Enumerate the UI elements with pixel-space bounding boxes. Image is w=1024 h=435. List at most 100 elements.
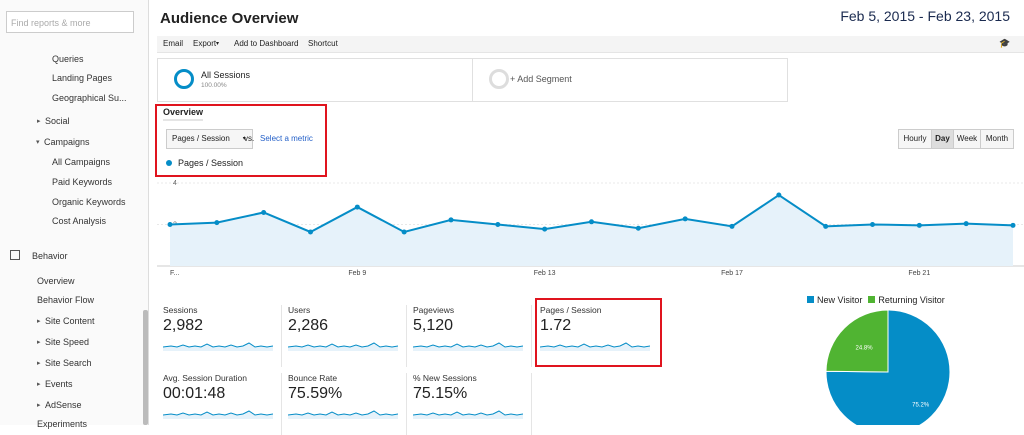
metric-name: % New Sessions — [413, 373, 477, 383]
overview-tab[interactable]: Overview — [163, 107, 204, 121]
point — [1010, 222, 1016, 228]
granularity-button[interactable]: Month — [980, 129, 1014, 149]
metric-name: Pageviews — [413, 305, 455, 315]
legend-label: New Visitor — [817, 295, 863, 305]
nav-item[interactable]: Events — [45, 379, 73, 389]
metric-tile[interactable]: Pageviews 5,120 — [413, 305, 532, 367]
sparkline — [413, 337, 523, 351]
metric-tile[interactable]: Bounce Rate 75.59% — [288, 373, 407, 435]
add-segment-label: + Add Segment — [510, 74, 572, 84]
toolbar-button[interactable]: Add to Dashboard — [234, 39, 299, 48]
point — [589, 219, 594, 225]
segment-name: All Sessions — [201, 70, 251, 80]
x-tick-label: Feb 21 — [908, 270, 930, 277]
metric-tile[interactable]: Avg. Session Duration 00:01:48 — [163, 373, 282, 435]
point — [261, 209, 267, 215]
dropdown-label: Pages / Session — [172, 134, 230, 143]
pie-slice — [825, 309, 889, 373]
point — [401, 229, 407, 235]
x-tick-label: Feb 13 — [534, 270, 556, 277]
point — [682, 216, 688, 222]
toolbar-button[interactable]: Export — [193, 39, 217, 48]
segment-percent: 100.00% — [201, 82, 227, 89]
help-icon[interactable]: 🎓 — [999, 38, 1011, 48]
point — [448, 217, 454, 223]
metric-value: 5,120 — [413, 317, 454, 334]
toolbar-button[interactable]: Email — [163, 39, 184, 48]
metric-name: Users — [288, 305, 311, 315]
legend-label: Returning Visitor — [878, 295, 945, 305]
metric-tile[interactable]: Sessions 2,982 — [163, 305, 282, 367]
metric-tile[interactable]: Pages / Session 1.72 — [540, 305, 658, 367]
sparkline — [288, 337, 398, 351]
segment-ring — [489, 69, 509, 89]
metric-dropdown[interactable]: Pages / Session ▾ — [166, 129, 253, 149]
point — [916, 222, 922, 228]
nav-item[interactable]: Social — [45, 116, 70, 126]
granularity-button[interactable]: Week — [953, 129, 981, 149]
legend-swatch — [807, 296, 814, 303]
nav-item[interactable]: Site Search — [45, 358, 92, 368]
toolbar: Email Export ▾ Add to Dashboard Shortcut… — [157, 36, 1024, 53]
metric-value: 2,286 — [288, 317, 329, 334]
nav-item[interactable]: Campaigns — [44, 137, 90, 147]
slice-label: 75.2% — [912, 403, 930, 409]
nav-item[interactable]: Site Content — [45, 316, 95, 326]
nav-item[interactable]: All Campaigns — [52, 157, 111, 167]
point — [635, 225, 641, 231]
nav-item[interactable]: AdSense — [45, 400, 82, 410]
metric-name: Avg. Session Duration — [163, 373, 247, 383]
toolbar-button[interactable]: Shortcut — [308, 39, 338, 48]
nav-item[interactable]: Site Speed — [45, 337, 90, 347]
legend-swatch — [868, 296, 876, 303]
nav-item[interactable]: Landing Pages — [52, 73, 113, 83]
x-tick-label: F... — [170, 270, 179, 277]
segment-card[interactable]: All Sessions 100.00% — [157, 58, 473, 102]
point — [214, 220, 220, 226]
nav-item[interactable]: Cost Analysis — [52, 216, 107, 226]
metric-name: Pages / Session — [540, 305, 602, 315]
metric-tile[interactable]: % New Sessions 75.15% — [413, 373, 532, 435]
nav-section[interactable]: Behavior — [32, 251, 68, 261]
metric-name: Bounce Rate — [288, 373, 338, 383]
point — [963, 221, 969, 227]
metric-name: Sessions — [163, 305, 198, 315]
granularity-button[interactable]: Hourly — [898, 129, 932, 149]
nav-item[interactable]: Experiments — [37, 419, 88, 429]
point — [495, 222, 501, 227]
x-tick-label: Feb 17 — [721, 270, 743, 277]
nav-item[interactable]: Behavior Flow — [37, 295, 95, 305]
sidebar: Find reports & more Queries Landing Page… — [0, 0, 149, 429]
expand-arrow: ▸ — [37, 402, 41, 409]
nav-item[interactable]: Paid Keywords — [52, 177, 113, 187]
point — [542, 226, 548, 232]
metric-tile[interactable]: Users 2,286 — [288, 305, 407, 367]
nav-item[interactable]: Geographical Su... — [52, 93, 127, 103]
point — [870, 222, 875, 227]
expand-arrow: ▸ — [37, 118, 41, 125]
sparkline — [288, 405, 398, 419]
expand-arrow: ▸ — [37, 360, 41, 367]
point — [308, 229, 313, 235]
date-range[interactable]: Feb 5, 2015 - Feb 23, 2015 — [840, 8, 1010, 24]
area — [170, 195, 1013, 266]
point — [729, 223, 735, 229]
x-tick-label: Feb 9 — [348, 270, 366, 277]
highlight-box — [155, 104, 327, 177]
legend-item: Returning Visitor — [868, 295, 945, 305]
granularity-button[interactable]: Day — [931, 129, 954, 149]
point — [823, 223, 829, 229]
slice-label: 24.8% — [856, 345, 874, 351]
nav-item[interactable]: Queries — [52, 54, 84, 64]
sparkline — [163, 405, 273, 419]
add-segment[interactable]: + Add Segment — [472, 58, 788, 102]
scrollbar[interactable] — [143, 310, 148, 425]
select-metric[interactable]: Select a metric — [260, 134, 313, 143]
y-tick-label: 4 — [173, 180, 177, 187]
legend-label[interactable]: Pages / Session — [178, 158, 244, 168]
nav-item[interactable]: Organic Keywords — [52, 197, 126, 207]
nav-item[interactable]: Overview — [37, 276, 75, 286]
search-box[interactable]: Find reports & more — [6, 11, 134, 33]
